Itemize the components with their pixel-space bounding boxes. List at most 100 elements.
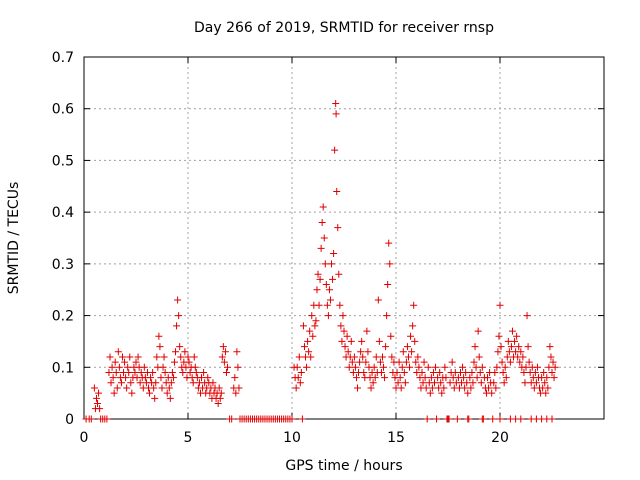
data-point [333, 187, 341, 195]
data-point [190, 353, 198, 361]
data-point [209, 379, 217, 387]
x-tick-label: 10 [283, 430, 301, 446]
data-point [473, 374, 481, 382]
data-point [221, 348, 229, 356]
data-point [113, 384, 121, 392]
data-point [531, 368, 539, 376]
data-point [308, 312, 316, 320]
data-point [498, 358, 506, 366]
data-point [546, 343, 554, 351]
data-point [385, 239, 393, 247]
data-point [179, 368, 187, 376]
data-point [477, 379, 485, 387]
data-point [303, 363, 311, 371]
data-point [463, 379, 471, 387]
data-point [103, 415, 111, 423]
data-point [156, 343, 164, 351]
data-point [126, 353, 134, 361]
data-point [292, 384, 300, 392]
data-point [371, 374, 379, 382]
data-point [411, 337, 419, 345]
data-point [462, 368, 470, 376]
data-point [147, 374, 155, 382]
data-point [453, 415, 461, 423]
data-point [501, 363, 509, 371]
data-point [508, 327, 516, 335]
x-tick-label: 15 [387, 430, 405, 446]
data-point [488, 389, 496, 397]
data-point [146, 389, 154, 397]
data-point [109, 374, 117, 382]
data-point [295, 353, 303, 361]
data-point [166, 394, 174, 402]
data-point [189, 379, 197, 387]
data-point [110, 389, 118, 397]
data-point [468, 368, 476, 376]
data-point [161, 368, 169, 376]
data-point [215, 384, 223, 392]
data-point [383, 312, 391, 320]
chart-title: Day 266 of 2019, SRMTID for receiver rns… [194, 20, 494, 36]
data-point [386, 260, 394, 268]
data-point [395, 358, 403, 366]
data-point [521, 379, 529, 387]
data-point [335, 270, 343, 278]
data-point [476, 368, 484, 376]
data-point [231, 374, 239, 382]
data-point [542, 389, 550, 397]
data-point [549, 358, 557, 366]
data-point [506, 358, 514, 366]
data-point [315, 301, 323, 309]
y-tick-label: 0.2 [52, 309, 74, 325]
data-point [422, 384, 430, 392]
data-point [532, 379, 540, 387]
data-point [525, 358, 533, 366]
data-point [524, 343, 532, 351]
y-axis-label: SRMTID / TECUs [6, 182, 22, 295]
y-axis: 0 0.1 0.2 0.3 0.4 0.5 0.6 0.7 [52, 50, 604, 428]
data-point [381, 374, 389, 382]
data-point [307, 353, 315, 361]
data-point [493, 363, 501, 371]
data-point [507, 343, 515, 351]
y-tick-label: 0.5 [52, 153, 74, 169]
data-point [198, 374, 206, 382]
data-point [306, 327, 314, 335]
data-point [157, 374, 165, 382]
data-point [321, 260, 329, 268]
data-point [377, 368, 385, 376]
plot-frame [83, 56, 605, 420]
data-point [127, 379, 135, 387]
data-point [234, 363, 242, 371]
data-point [376, 358, 384, 366]
data-point [400, 368, 408, 376]
data-point [541, 379, 549, 387]
data-point [357, 348, 365, 356]
data-point [436, 368, 444, 376]
data-point [545, 363, 553, 371]
data-point [297, 368, 305, 376]
data-point [152, 379, 160, 387]
data-point [332, 110, 340, 118]
data-point [331, 146, 339, 154]
data-point [424, 363, 432, 371]
data-point [153, 353, 161, 361]
data-point [128, 389, 136, 397]
data-point [149, 368, 157, 376]
data-point [418, 368, 426, 376]
data-point [396, 374, 404, 382]
data-point [150, 384, 158, 392]
data-point [397, 384, 405, 392]
data-point [475, 353, 483, 361]
data-point [348, 358, 356, 366]
data-point [337, 322, 345, 330]
data-point [382, 343, 390, 351]
data-point [347, 337, 355, 345]
data-point [410, 301, 418, 309]
data-point [363, 327, 371, 335]
data-point [192, 368, 200, 376]
data-point [90, 384, 98, 392]
data-point [293, 363, 301, 371]
data-point [547, 353, 555, 361]
data-point [492, 384, 500, 392]
